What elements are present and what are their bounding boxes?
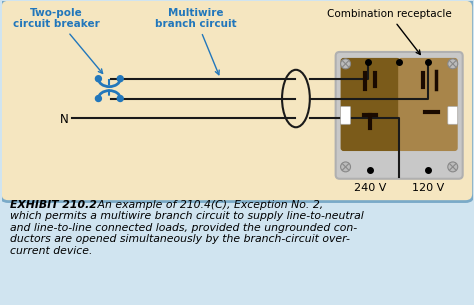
Circle shape (448, 162, 458, 172)
Circle shape (117, 95, 123, 102)
Circle shape (117, 76, 123, 82)
FancyBboxPatch shape (448, 106, 458, 124)
FancyBboxPatch shape (336, 52, 463, 179)
Text: 240 V: 240 V (354, 183, 387, 193)
Text: EXHIBIT 210.2: EXHIBIT 210.2 (10, 199, 97, 210)
FancyBboxPatch shape (341, 106, 351, 124)
Circle shape (95, 95, 101, 102)
Circle shape (448, 59, 458, 69)
Text: Multiwire
branch circuit: Multiwire branch circuit (155, 8, 237, 75)
FancyBboxPatch shape (341, 58, 400, 151)
Circle shape (341, 59, 351, 69)
Circle shape (95, 76, 101, 82)
Text: An example of 210.4(C), Exception No. 2,
which permits a multiwire branch circui: An example of 210.4(C), Exception No. 2,… (10, 199, 364, 256)
Text: Combination receptacle: Combination receptacle (327, 9, 452, 55)
Text: Two-pole
circuit breaker: Two-pole circuit breaker (13, 8, 102, 74)
Circle shape (341, 162, 351, 172)
FancyBboxPatch shape (0, 0, 474, 202)
Text: 120 V: 120 V (412, 183, 444, 193)
FancyBboxPatch shape (398, 58, 458, 151)
Text: N: N (60, 113, 69, 126)
